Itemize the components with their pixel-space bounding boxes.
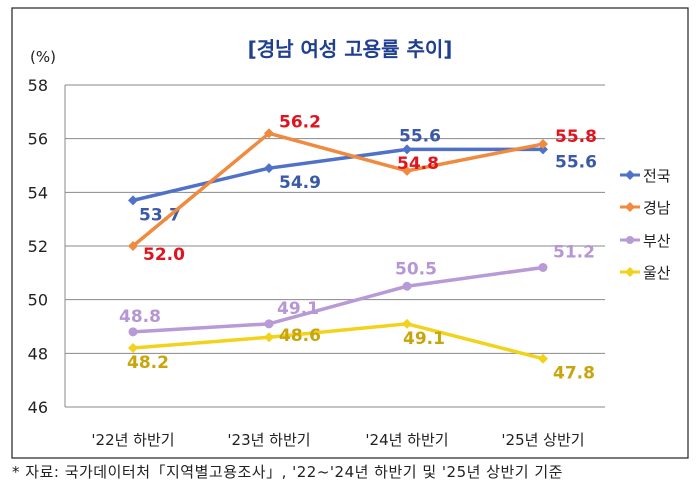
data-label: 48.6 [279,326,321,346]
data-point [264,128,274,139]
data-label: 49.1 [277,299,319,319]
legend-label: 울산 [643,264,671,282]
chart-border [11,7,689,459]
data-point [264,319,274,329]
data-point [128,241,138,251]
data-label: 54.8 [397,154,439,174]
data-point [538,139,548,150]
data-point [402,165,412,176]
data-point [264,332,274,343]
x-tick-label: '23년 하반기 [227,431,310,449]
data-point [538,144,548,155]
chart-title: [경남 여성 고용률 추이] [248,37,453,61]
data-label: 49.1 [403,329,445,349]
data-label: 47.8 [553,364,595,384]
data-point [538,262,548,272]
y-tick-label: 58 [28,76,48,95]
x-tick-label: '22년 하반기 [91,431,174,449]
data-label: 48.8 [119,307,161,327]
data-label: 48.2 [127,353,169,373]
legend-label: 경남 [643,199,671,217]
data-point [264,163,274,174]
series-line-경남 [131,131,544,248]
data-point [128,195,138,206]
y-tick-label: 52 [28,237,48,256]
y-tick-label: 56 [28,130,48,149]
legend-marker [625,267,635,277]
series-line-전국 [132,147,543,203]
y-tick-label: 48 [28,344,48,363]
data-label: 55.6 [399,126,441,146]
x-tick-label: '25년 상반기 [501,431,584,449]
legend-label: 부산 [643,232,671,250]
data-point [128,327,138,337]
data-label: 55.8 [555,127,597,147]
data-point [128,342,138,353]
data-point [402,318,412,329]
footnote: * 자료: 국가데이터처「지역별고용조사」, '22~'24년 하반기 및 '2… [12,463,563,481]
y-tick-label: 54 [28,183,48,202]
data-point [402,281,412,291]
legend-label: 전국 [643,167,671,185]
data-label: 52.0 [143,245,185,265]
data-label: 54.9 [279,173,321,193]
data-label: 50.5 [395,259,437,279]
legend-marker [625,170,635,180]
data-label: 55.6 [555,152,597,172]
legend-marker [625,202,635,212]
data-label: 56.2 [279,112,321,132]
y-tick-label: 46 [28,398,48,417]
x-tick-label: '24년 하반기 [365,431,448,449]
legend-marker [626,236,634,244]
data-label: 51.2 [553,242,595,262]
data-label: 53.7 [139,205,181,225]
series-line-부산 [132,265,544,334]
data-point [538,353,548,364]
series-line-울산 [132,322,544,361]
y-tick-label: 50 [28,291,48,310]
y-axis-label: (%) [30,48,56,66]
data-point [402,144,412,155]
